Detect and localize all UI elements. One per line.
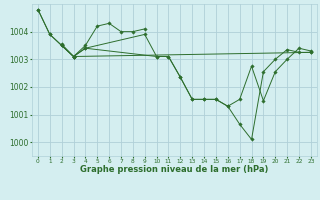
X-axis label: Graphe pression niveau de la mer (hPa): Graphe pression niveau de la mer (hPa) [80, 165, 268, 174]
